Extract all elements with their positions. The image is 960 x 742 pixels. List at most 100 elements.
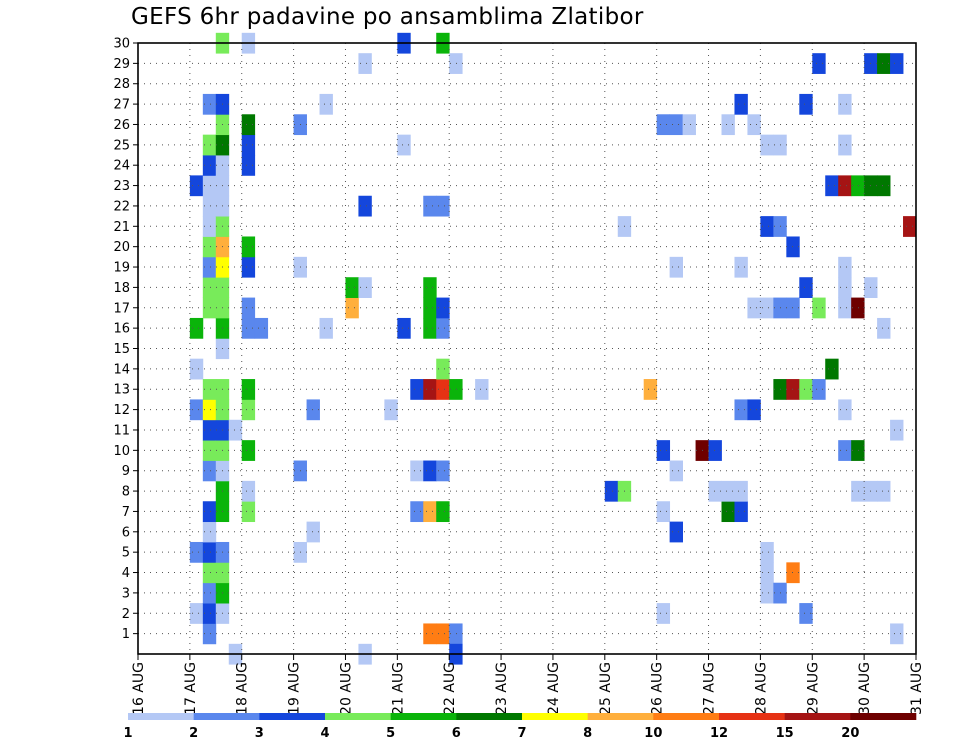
precip-cell bbox=[877, 175, 891, 197]
precip-cell bbox=[747, 297, 761, 319]
precip-cell bbox=[423, 277, 437, 298]
colorbar-label: 3 bbox=[255, 726, 264, 741]
x-tick-label: 28 AUG bbox=[753, 662, 769, 715]
grid-layer bbox=[138, 42, 916, 654]
precip-cell bbox=[384, 399, 398, 421]
precip-cell bbox=[202, 277, 217, 298]
y-tick-label: 27 bbox=[113, 98, 130, 113]
x-axis: 16 AUG 17 AUG 18 AUG 19 AUG 20 AUG 21 AUG 22 A… bbox=[131, 654, 925, 715]
precip-cell bbox=[708, 440, 722, 461]
precip-cell bbox=[838, 440, 852, 461]
colorbar: 1 2 3 4 5 6 7 8 10 12 15 20 bbox=[123, 713, 917, 741]
precip-cell bbox=[202, 134, 217, 156]
precip-cell bbox=[786, 562, 800, 584]
precip-cell bbox=[202, 419, 217, 441]
precip-cell bbox=[812, 379, 826, 400]
colorbar-swatch bbox=[522, 713, 588, 720]
precip-cell bbox=[734, 399, 748, 421]
y-tick-label: 18 bbox=[113, 281, 130, 296]
x-tick-label: 31 AUG bbox=[909, 662, 925, 715]
y-tick-label: 12 bbox=[113, 403, 130, 418]
precip-cell bbox=[410, 379, 424, 400]
precip-cell bbox=[747, 399, 761, 421]
x-tick-label: 23 AUG bbox=[494, 662, 510, 715]
precip-cell bbox=[241, 236, 256, 258]
precip-cell bbox=[838, 277, 852, 298]
y-tick-label: 17 bbox=[113, 301, 130, 316]
precip-cell bbox=[669, 256, 683, 278]
precip-cell bbox=[760, 297, 774, 319]
precip-cell bbox=[890, 53, 904, 74]
y-tick-label: 6 bbox=[122, 525, 130, 540]
precip-cell bbox=[241, 256, 256, 278]
y-tick-label: 7 bbox=[122, 505, 130, 520]
precip-cell bbox=[202, 399, 217, 421]
colorbar-swatch bbox=[653, 713, 720, 720]
y-tick-label: 26 bbox=[113, 118, 130, 133]
precip-cell bbox=[241, 379, 256, 400]
precip-cell bbox=[436, 501, 450, 523]
precip-cell bbox=[734, 501, 748, 523]
y-tick-label: 9 bbox=[122, 464, 130, 479]
precip-cell bbox=[436, 460, 450, 482]
y-tick-label: 1 bbox=[122, 627, 130, 642]
precip-cell bbox=[799, 93, 813, 115]
precip-cell bbox=[825, 358, 839, 380]
y-tick-label: 25 bbox=[113, 138, 130, 153]
precip-cell bbox=[682, 114, 696, 136]
colorbar-swatch bbox=[784, 713, 851, 720]
precip-cell bbox=[319, 93, 333, 115]
precip-cell bbox=[669, 114, 683, 136]
precip-cell bbox=[423, 379, 437, 400]
precip-cell bbox=[202, 379, 217, 400]
precip-cell bbox=[903, 216, 917, 237]
precip-cell bbox=[189, 603, 204, 624]
precip-cell bbox=[436, 317, 450, 339]
y-tick-label: 14 bbox=[113, 362, 130, 377]
precip-cell bbox=[241, 297, 256, 319]
precip-cell bbox=[799, 277, 813, 298]
precip-cell bbox=[877, 53, 891, 74]
x-tick-label: 17 AUG bbox=[183, 662, 199, 715]
y-tick-label: 13 bbox=[113, 383, 130, 398]
precip-cell bbox=[436, 195, 450, 217]
precip-cell bbox=[877, 480, 891, 502]
precip-cell bbox=[799, 379, 813, 400]
colorbar-label: 2 bbox=[189, 726, 198, 741]
precip-cell bbox=[202, 216, 217, 237]
precip-cell bbox=[838, 297, 852, 319]
colorbar-swatch bbox=[390, 713, 457, 720]
precip-cell bbox=[851, 480, 865, 502]
precip-cell bbox=[760, 134, 774, 156]
y-tick-label: 16 bbox=[113, 322, 130, 337]
precip-cell bbox=[436, 297, 450, 319]
precip-cell bbox=[760, 216, 774, 237]
precip-cell bbox=[449, 53, 463, 74]
colorbar-label: 6 bbox=[452, 726, 461, 741]
precip-cell bbox=[241, 114, 256, 136]
precip-cell bbox=[423, 317, 437, 339]
precip-cell bbox=[812, 53, 826, 74]
x-tick-label: 26 AUG bbox=[650, 662, 666, 715]
y-tick-label: 22 bbox=[113, 199, 130, 214]
precip-cell bbox=[604, 480, 619, 502]
precip-cell bbox=[423, 623, 437, 645]
y-tick-label: 15 bbox=[113, 342, 130, 357]
colorbar-label: 4 bbox=[320, 726, 329, 741]
precip-cell bbox=[708, 480, 722, 502]
precip-cell bbox=[202, 297, 217, 319]
precip-cell bbox=[838, 399, 852, 421]
chart-title: GEFS 6hr padavine po ansamblima Zlatibor bbox=[131, 4, 644, 30]
precip-cell bbox=[189, 358, 204, 380]
y-tick-label: 24 bbox=[113, 159, 130, 174]
precip-cell bbox=[851, 440, 865, 461]
precip-cell bbox=[423, 297, 437, 319]
precip-cell bbox=[760, 562, 774, 584]
precip-cell bbox=[890, 623, 904, 645]
precip-cell bbox=[656, 603, 671, 624]
precip-cell bbox=[228, 419, 243, 441]
y-tick-label: 3 bbox=[122, 586, 130, 601]
precip-cell bbox=[189, 399, 204, 421]
x-tick-label: 24 AUG bbox=[546, 662, 562, 715]
